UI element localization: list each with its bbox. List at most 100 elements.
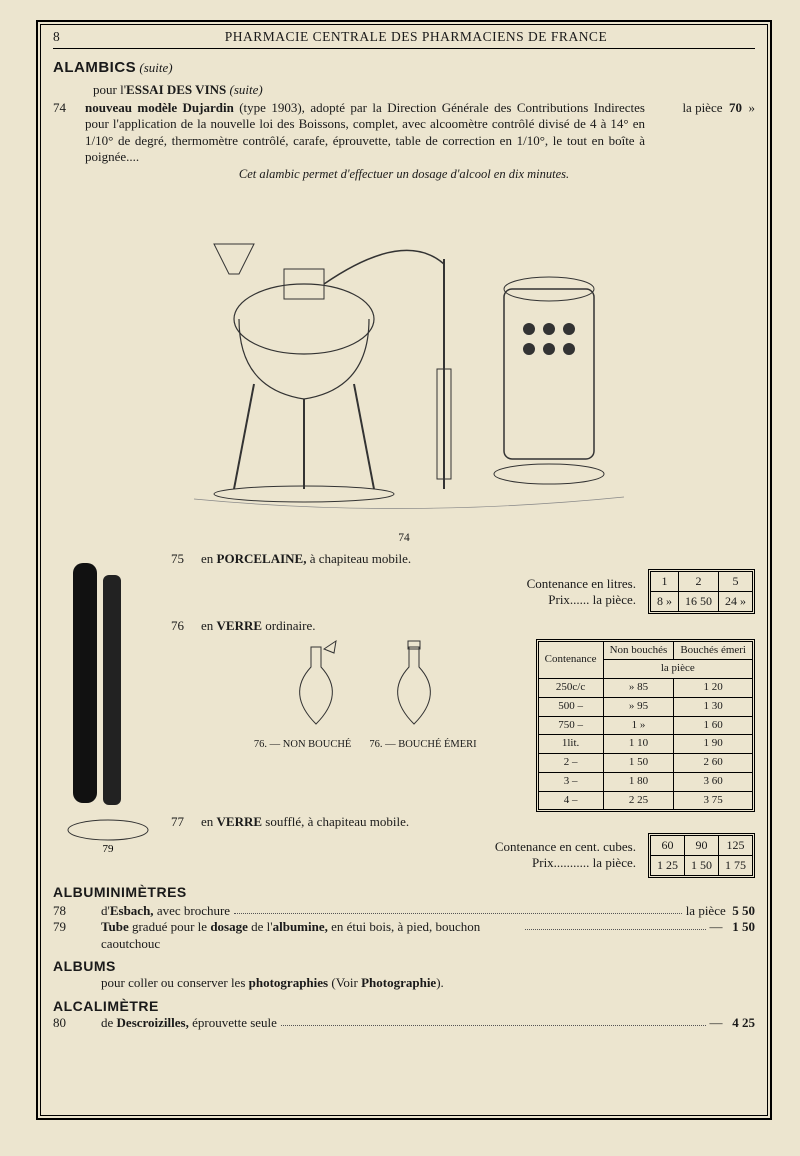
- p75-c: à chapiteau mobile.: [306, 551, 411, 566]
- t76r: 1 »: [603, 716, 674, 735]
- running-title: PHARMACIE CENTRALE DES PHARMACIENS DE FR…: [77, 29, 755, 45]
- tube-illustration: 79: [53, 555, 163, 855]
- running-header: 8 PHARMACIE CENTRALE DES PHARMACIENS DE …: [53, 29, 755, 49]
- i79f: albumine,: [273, 919, 328, 934]
- t76r: 3 75: [674, 791, 753, 810]
- t75-h1: 2: [679, 572, 719, 592]
- price-label: la pièce: [682, 100, 722, 115]
- i79-no: 79: [53, 919, 77, 952]
- t76r: 1 30: [674, 697, 753, 716]
- svg-text:79: 79: [103, 843, 115, 855]
- p76-a: en: [201, 618, 217, 633]
- alambics-suite: (suite): [139, 60, 172, 75]
- alambics-note: Cet alambic permet d'effectuer un dosage…: [53, 167, 755, 183]
- table-77: 60 90 125 1 25 1 50 1 75: [648, 833, 755, 878]
- flask-right: [374, 639, 454, 734]
- t76-col-n: Non bouchés: [603, 641, 674, 660]
- t77r: 1 50: [685, 855, 719, 875]
- t76r: 1 60: [674, 716, 753, 735]
- i80p: 4 25: [732, 1015, 755, 1030]
- section-alambics: ALAMBICS (suite) pour l'ESSAI DES VINS (…: [53, 59, 755, 545]
- t76-col-e: Bouchés émeri: [674, 641, 753, 660]
- i79d: dosage: [210, 919, 248, 934]
- item-75-no: 75: [171, 551, 195, 567]
- section-alcalimetre: ALCALIMÈTRE 80 de Descroizilles, éprouve…: [53, 998, 755, 1032]
- i78-no: 78: [53, 903, 77, 919]
- t76r: 2 25: [603, 791, 674, 810]
- i80d: —: [710, 1015, 723, 1030]
- t76r: 250c/c: [538, 679, 603, 698]
- p75-cont: Contenance en litres.: [201, 576, 636, 592]
- item-74-no: 74: [53, 100, 85, 116]
- t76r: 1 90: [674, 735, 753, 754]
- p76-c: ordinaire.: [262, 618, 315, 633]
- t76r: 1 10: [603, 735, 674, 754]
- t76r: 4 –: [538, 791, 603, 810]
- p75-b: PORCELAINE,: [217, 551, 307, 566]
- alb-b1: photographies: [249, 975, 328, 990]
- p77-a: en: [201, 814, 217, 829]
- t76r: » 85: [603, 679, 674, 698]
- t76r: 1 50: [603, 754, 674, 773]
- t77r: 1 75: [719, 855, 753, 875]
- t76r: 2 –: [538, 754, 603, 773]
- p77-cont: Contenance en cent. cubes.: [201, 839, 636, 855]
- t77h: 90: [685, 835, 719, 855]
- table-75: 1 2 5 8 » 16 50 24 »: [648, 569, 755, 614]
- albums-line: pour coller ou conserver les photographi…: [53, 975, 755, 991]
- alb-c: ).: [436, 975, 444, 990]
- i80c: éprouvette seule: [189, 1015, 277, 1030]
- i78pl: la pièce: [686, 903, 726, 918]
- sub-pour: pour l': [93, 82, 126, 97]
- item-74-lead: nouveau modèle Dujardin: [85, 100, 234, 115]
- p75-prix: Prix...... la pièce.: [201, 592, 636, 608]
- alb-b2: Photographie: [361, 975, 436, 990]
- item-78: 78 d'Esbach, avec brochure la pièce 5 50: [53, 903, 755, 919]
- alcali-heading: ALCALIMÈTRE: [53, 998, 755, 1016]
- section-albums: ALBUMS pour coller ou conserver les phot…: [53, 958, 755, 992]
- i79dash: —: [710, 919, 723, 934]
- t77h: 60: [651, 835, 685, 855]
- i80a: de: [101, 1015, 117, 1030]
- t75-h0: 1: [651, 572, 679, 592]
- i78c: avec brochure: [154, 903, 231, 918]
- price-70: 70: [729, 100, 742, 115]
- t75-r2: 24 »: [719, 592, 753, 612]
- t76r: 1 20: [674, 679, 753, 698]
- outer-frame: 8 PHARMACIE CENTRALE DES PHARMACIENS DE …: [36, 20, 772, 1120]
- albums-heading: ALBUMS: [53, 958, 755, 976]
- t76r: 1 80: [603, 772, 674, 791]
- alambic-illustration: [144, 189, 664, 529]
- item-80: 80 de Descroizilles, éprouvette seule — …: [53, 1015, 755, 1031]
- t76r: 500 –: [538, 697, 603, 716]
- inner-frame: 8 PHARMACIE CENTRALE DES PHARMACIENS DE …: [40, 24, 768, 1116]
- sub-essai: ESSAI DES VINS: [126, 82, 226, 97]
- t77h: 125: [719, 835, 753, 855]
- p76-b: VERRE: [217, 618, 263, 633]
- alambics-heading: ALAMBICS: [53, 59, 136, 76]
- t76r: 2 60: [674, 754, 753, 773]
- i79b: Tube: [101, 919, 129, 934]
- fig-74-caption: 74: [53, 531, 755, 545]
- i79e: de l': [248, 919, 273, 934]
- t76r: 3 –: [538, 772, 603, 791]
- page-number: 8: [53, 29, 77, 45]
- t76r: 750 –: [538, 716, 603, 735]
- p77-prix: Prix........... la pièce.: [201, 855, 636, 871]
- p77-c: soufflé, à chapiteau mobile.: [262, 814, 409, 829]
- flask-figures: [201, 639, 530, 734]
- t76-col-c: Contenance: [538, 641, 603, 679]
- t76-sub: la pièce: [603, 660, 752, 679]
- i78a: d': [101, 903, 110, 918]
- i80-no: 80: [53, 1015, 77, 1031]
- item-74-text: nouveau modèle Dujardin (type 1903), ado…: [85, 100, 645, 165]
- i78b: Esbach,: [110, 903, 154, 918]
- item-76-no: 76: [171, 618, 195, 634]
- t75-r0: 8 »: [651, 592, 679, 612]
- i78p: 5 50: [732, 903, 755, 918]
- sub-suite: (suite): [230, 82, 263, 97]
- alb-r: (Voir: [328, 975, 361, 990]
- p75-a: en: [201, 551, 217, 566]
- t77r: 1 25: [651, 855, 685, 875]
- alb-a: pour coller ou conserver les: [101, 975, 249, 990]
